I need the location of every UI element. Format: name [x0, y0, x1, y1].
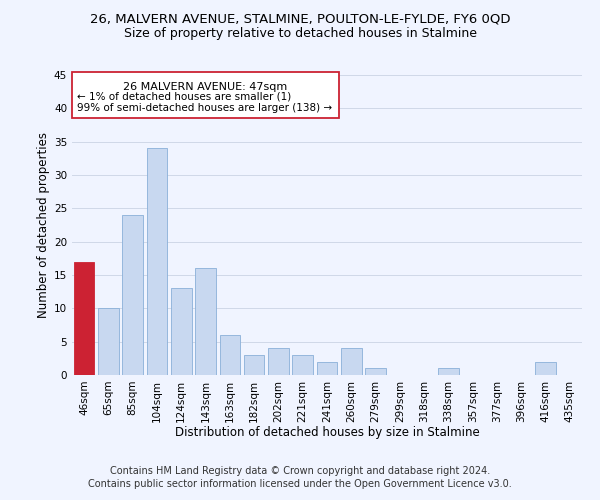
- Bar: [317, 362, 337, 375]
- Bar: [146, 148, 167, 375]
- Text: 99% of semi-detached houses are larger (138) →: 99% of semi-detached houses are larger (…: [77, 103, 332, 113]
- Bar: [171, 288, 191, 375]
- Bar: [535, 362, 556, 375]
- Bar: [220, 335, 240, 375]
- Bar: [365, 368, 386, 375]
- Bar: [292, 355, 313, 375]
- Y-axis label: Number of detached properties: Number of detached properties: [37, 132, 50, 318]
- Text: Contains HM Land Registry data © Crown copyright and database right 2024.: Contains HM Land Registry data © Crown c…: [110, 466, 490, 476]
- Text: Size of property relative to detached houses in Stalmine: Size of property relative to detached ho…: [124, 28, 476, 40]
- Bar: [438, 368, 459, 375]
- Bar: [74, 262, 94, 375]
- Text: ← 1% of detached houses are smaller (1): ← 1% of detached houses are smaller (1): [77, 92, 291, 102]
- Bar: [195, 268, 216, 375]
- X-axis label: Distribution of detached houses by size in Stalmine: Distribution of detached houses by size …: [175, 426, 479, 439]
- Bar: [122, 215, 143, 375]
- Text: 26 MALVERN AVENUE: 47sqm: 26 MALVERN AVENUE: 47sqm: [124, 82, 287, 92]
- Bar: [341, 348, 362, 375]
- Bar: [268, 348, 289, 375]
- Text: Contains public sector information licensed under the Open Government Licence v3: Contains public sector information licen…: [88, 479, 512, 489]
- Bar: [98, 308, 119, 375]
- FancyBboxPatch shape: [72, 72, 339, 118]
- Bar: [244, 355, 265, 375]
- Text: 26, MALVERN AVENUE, STALMINE, POULTON-LE-FYLDE, FY6 0QD: 26, MALVERN AVENUE, STALMINE, POULTON-LE…: [90, 12, 510, 26]
